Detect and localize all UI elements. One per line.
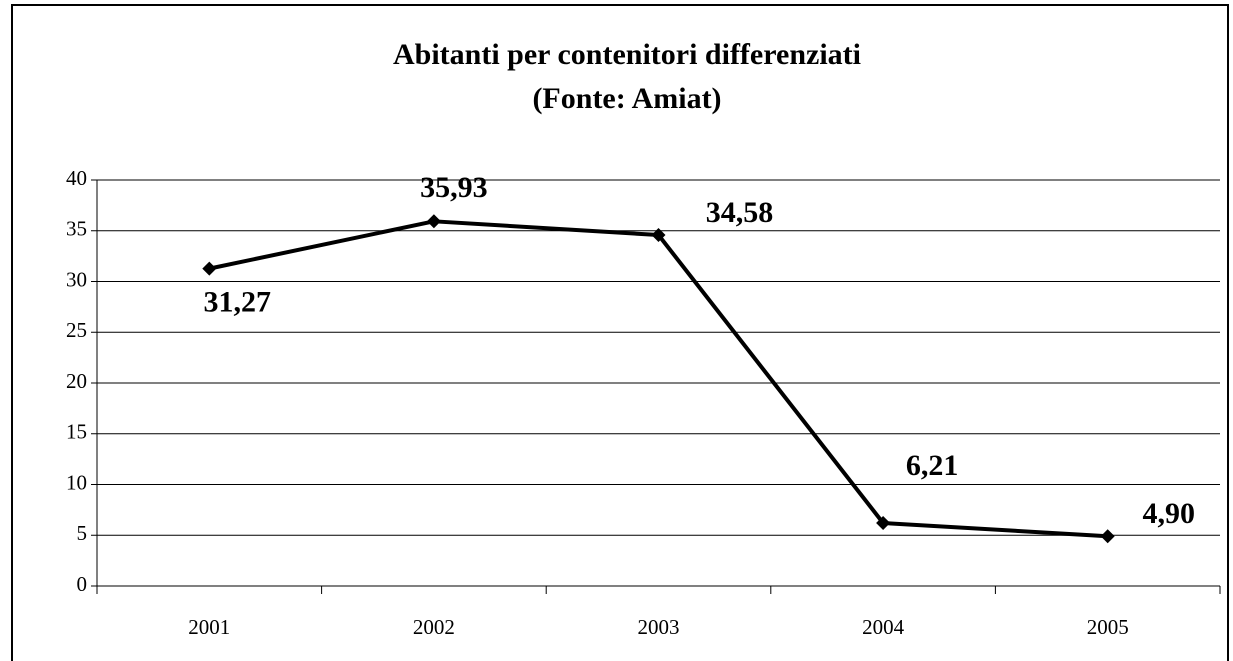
y-tick-label: 40 [66, 166, 87, 190]
marker [202, 261, 217, 276]
x-tick-label: 2005 [1087, 615, 1129, 639]
data-label: 4,90 [1142, 497, 1195, 530]
chart-border [11, 4, 1229, 661]
marker [876, 515, 891, 530]
x-tick-label: 2003 [638, 615, 680, 639]
y-tick-label: 30 [66, 267, 87, 291]
data-label: 34,58 [706, 196, 774, 229]
data-label: 31,27 [204, 286, 272, 319]
y-tick-label: 0 [77, 572, 88, 596]
x-tick-label: 2004 [862, 615, 905, 639]
y-tick-label: 15 [66, 420, 87, 444]
x-tick-label: 2001 [188, 615, 230, 639]
chart-title: Abitanti per contenitori differenziati [393, 38, 861, 71]
marker [1100, 529, 1115, 544]
chart-subtitle: (Fonte: Amiat) [532, 82, 721, 115]
data-label: 6,21 [906, 449, 959, 482]
data-label: 35,93 [420, 171, 488, 204]
y-tick-label: 5 [77, 521, 88, 545]
marker [651, 228, 666, 243]
x-tick-label: 2002 [413, 615, 455, 639]
y-tick-label: 10 [66, 470, 87, 494]
y-tick-label: 35 [66, 217, 87, 241]
marker [426, 214, 441, 229]
y-tick-label: 20 [66, 369, 87, 393]
y-tick-label: 25 [66, 318, 87, 342]
